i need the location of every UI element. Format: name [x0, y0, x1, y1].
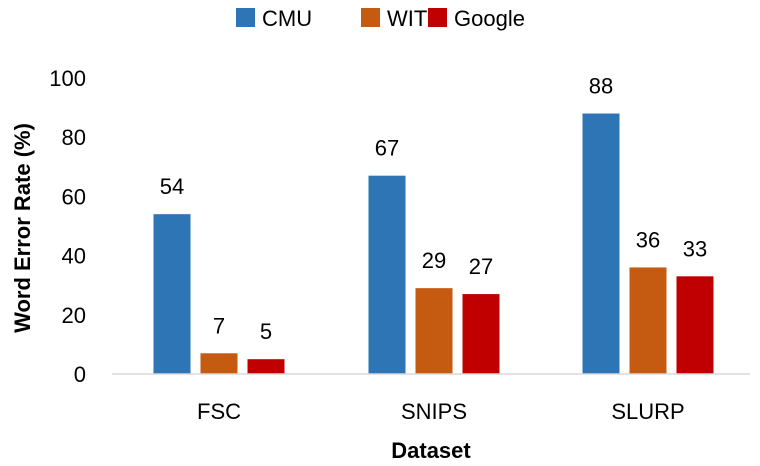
bar-google-snips	[462, 294, 500, 374]
data-labels: 54 67 88 7 29 36 5 27 33	[160, 74, 707, 345]
legend: CMU WIT Google	[236, 6, 525, 31]
y-tick-label-0: 0	[74, 362, 86, 387]
bars	[153, 113, 714, 375]
y-tick-label-5: 100	[49, 66, 86, 91]
y-tick-label-3: 60	[62, 184, 86, 209]
x-axis-title: Dataset	[391, 438, 471, 463]
legend-label-wit: WIT	[387, 6, 427, 31]
y-tick-label-4: 80	[62, 125, 86, 150]
data-label-cmu-slurp: 88	[589, 74, 613, 99]
legend-swatch-cmu	[236, 8, 255, 27]
x-axis-categories: FSC SNIPS SLURP	[197, 399, 685, 424]
y-axis-ticks: 0 20 40 60 80 100	[49, 66, 86, 387]
y-tick-label-1: 20	[62, 303, 86, 328]
x-category-label-fsc: FSC	[197, 399, 241, 424]
bar-cmu-slurp	[582, 113, 620, 375]
legend-label-google: Google	[454, 6, 525, 31]
legend-swatch-google	[428, 8, 447, 27]
bar-cmu-fsc	[153, 214, 191, 374]
data-label-wit-snips: 29	[422, 248, 446, 273]
legend-label-cmu: CMU	[262, 6, 312, 31]
bar-wit-snips	[415, 288, 453, 374]
y-tick-label-2: 40	[62, 244, 86, 269]
data-label-cmu-snips: 67	[375, 136, 399, 161]
bar-google-slurp	[676, 276, 714, 374]
data-label-cmu-fsc: 54	[160, 174, 184, 199]
data-label-google-snips: 27	[469, 254, 493, 279]
bar-cmu-snips	[368, 175, 406, 374]
data-label-wit-slurp: 36	[636, 227, 660, 252]
bar-wit-slurp	[629, 267, 667, 374]
y-axis-title: Word Error Rate (%)	[10, 123, 35, 333]
data-label-google-fsc: 5	[260, 319, 272, 344]
data-label-wit-fsc: 7	[213, 313, 225, 338]
legend-swatch-wit	[361, 8, 380, 27]
x-category-label-slurp: SLURP	[611, 399, 684, 424]
bar-google-fsc	[247, 359, 285, 374]
x-category-label-snips: SNIPS	[401, 399, 467, 424]
data-label-google-slurp: 33	[683, 236, 707, 261]
bar-wit-fsc	[200, 353, 238, 374]
